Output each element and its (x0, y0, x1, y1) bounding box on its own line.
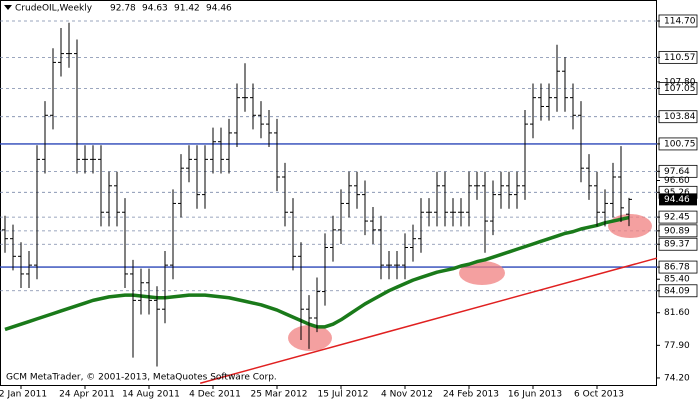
y-tick-label: 114.70 (664, 16, 696, 26)
trendline (200, 257, 658, 384)
current-price-box (659, 193, 697, 206)
y-tick-label: 86.78 (664, 263, 690, 273)
y-tick-label: 81.60 (664, 308, 690, 318)
plot-frame (0, 0, 657, 386)
y-tick-label: 97.64 (664, 167, 690, 177)
x-tick-label: 2 Jan 2011 (0, 390, 47, 400)
y-tick-label: 90.89 (664, 226, 690, 236)
y-tick-label: 103.84 (664, 112, 696, 122)
marks-layer (2, 22, 658, 384)
axis-layer: 114.70 110.57 107.05 103.84 100.75 97.64 95.26… (0, 14, 698, 400)
x-tick-label: 15 Jul 2012 (318, 390, 369, 400)
copyright: GCM MetaTrader, © 2001-2013, MetaQuotes … (6, 373, 277, 383)
y-tick-label: 84.09 (664, 286, 690, 296)
header-value: 92.78 (110, 4, 136, 14)
x-tick-label: 4 Nov 2012 (381, 390, 433, 400)
header-value: 94.63 (142, 4, 168, 14)
x-tick-label: 24 Apr 2011 (59, 390, 115, 400)
x-tick-label: 14 Aug 2011 (122, 390, 180, 400)
x-tick-label: 4 Dec 2011 (189, 390, 241, 400)
y-tick-label: 95.26 (664, 188, 690, 198)
highlight-ellipse (459, 261, 505, 285)
header-value: 91.42 (174, 4, 200, 14)
x-tick-label: 16 Jun 2013 (508, 390, 562, 400)
grid-layer (0, 20, 657, 292)
y-tick-label: 100.75 (664, 139, 696, 149)
highlight-ellipse (288, 325, 332, 351)
y-tick-label: 89.37 (664, 240, 690, 250)
menu-triangle (4, 5, 12, 10)
x-tick-label: 24 Feb 2013 (443, 390, 499, 400)
y-tick-label: 107.80 (664, 77, 696, 87)
y-tick-label: 96.60 (664, 176, 690, 186)
highlight-ellipse (608, 214, 652, 238)
chart-title: CrudeOIL,Weekly (15, 4, 93, 14)
x-tick-label: 25 Mar 2012 (250, 390, 307, 400)
y-tick-label: 74.20 (664, 373, 690, 383)
y-tick-label: 85.40 (664, 275, 690, 285)
y-tick-label: 92.45 (664, 213, 690, 223)
x-tick-label: 6 Oct 2013 (574, 390, 624, 400)
current-price-label: 94.46 (664, 195, 690, 205)
y-tick-label: 110.57 (664, 53, 696, 63)
header-value: 94.46 (206, 4, 232, 14)
y-tick-label: 77.90 (664, 341, 690, 351)
y-tick-label: 107.05 (664, 84, 696, 94)
